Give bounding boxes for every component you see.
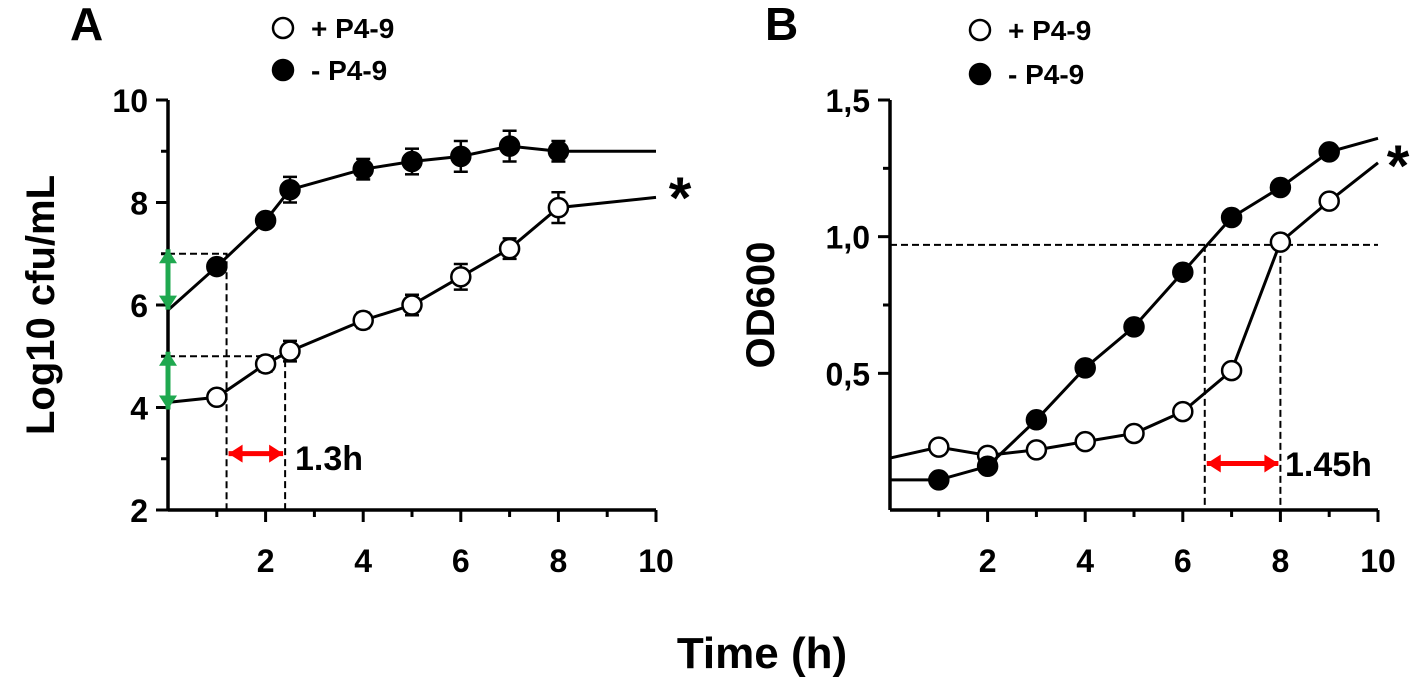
y-tick-label: 1,0	[826, 220, 870, 256]
data-point-open	[1074, 430, 1096, 453]
y-tick-label: 6	[130, 288, 148, 324]
red-double-arrow	[1206, 454, 1279, 473]
x-tick-label: 8	[1272, 543, 1290, 579]
green-double-arrow-head	[159, 351, 177, 366]
legend-marker-open	[271, 16, 295, 40]
data-point-filled	[206, 255, 228, 278]
data-point-open	[1172, 400, 1194, 423]
data-point-filled	[1220, 206, 1243, 229]
legend-label: + P4-9	[1008, 15, 1091, 46]
red-double-arrow-head	[228, 444, 243, 463]
panel-b-chart: B OD600 0,5 1,0 1,5 2 4 6 8 10 1.45h * + P4-9 - P4-9	[739, 0, 1410, 579]
data-point-filled	[1123, 316, 1145, 338]
dashed-guide-line	[168, 252, 228, 510]
doubling-time-label: 1.45h	[1285, 446, 1372, 484]
y-tick-label: 1,5	[826, 83, 870, 119]
x-tick-label: 2	[257, 543, 275, 579]
series-line	[889, 161, 1379, 460]
x-axis-title: Time (h)	[677, 629, 847, 678]
data-point-filled	[1074, 357, 1096, 379]
data-point-open	[1269, 231, 1292, 253]
doubling-time-label: 1.3h	[295, 440, 363, 478]
data-point-filled	[352, 158, 374, 180]
red-double-arrow	[228, 444, 284, 463]
data-point-filled	[1025, 409, 1048, 431]
series-line	[167, 195, 657, 404]
x-tick-label: 4	[1076, 543, 1094, 579]
x-tick-label: 10	[1360, 543, 1396, 579]
data-point-open	[547, 196, 570, 219]
data-point-open	[401, 294, 423, 316]
x-tick-label: 10	[638, 543, 674, 579]
legend-marker-open	[968, 18, 992, 42]
legend-marker-filled	[968, 62, 992, 86]
x-tick-label: 6	[1174, 543, 1192, 579]
data-point-filled	[1269, 176, 1292, 199]
x-tick-label: 4	[354, 543, 372, 579]
dashed-guide-line	[168, 355, 287, 510]
data-point-open	[206, 386, 228, 408]
y-tick-label: 0,5	[826, 356, 870, 392]
y-tick-label: 10	[112, 83, 148, 119]
data-point-open	[928, 436, 950, 458]
panel-letter: A	[70, 0, 103, 50]
panel-a-chart: A Log10 cfu/mL 2 4 6 8 10 2 4 6 8 10 1.3h * + P4-9 - P4…	[19, 0, 692, 579]
data-point-filled	[279, 178, 301, 201]
legend: + P4-9 - P4-9	[968, 15, 1091, 90]
x-tick-label: 2	[979, 543, 997, 579]
x-tick-label: 6	[452, 543, 470, 579]
panel-letter: B	[765, 0, 798, 50]
data-point-filled	[498, 135, 521, 157]
data-point-filled	[450, 145, 472, 168]
data-point-filled	[401, 150, 423, 173]
significance-star: *	[1387, 134, 1410, 199]
data-point-filled	[928, 469, 950, 491]
data-point-filled	[1172, 261, 1194, 283]
data-point-open	[352, 309, 374, 332]
y-tick-label: 4	[130, 391, 148, 427]
legend-label: + P4-9	[311, 13, 394, 44]
y-axis-title: OD600	[739, 242, 783, 369]
legend-marker-filled	[271, 58, 295, 82]
legend-label: - P4-9	[1008, 59, 1084, 90]
data-point-open	[1318, 190, 1340, 212]
data-point-open	[279, 340, 301, 362]
data-point-open	[1220, 359, 1243, 382]
green-double-arrow-head	[159, 295, 177, 310]
legend-label: - P4-9	[311, 55, 387, 86]
green-double-arrow	[159, 249, 177, 310]
x-tick-label: 8	[550, 543, 568, 579]
data-point-open	[450, 266, 472, 288]
significance-star: *	[669, 166, 692, 231]
legend: + P4-9 - P4-9	[271, 13, 394, 86]
green-double-arrow	[159, 351, 177, 410]
data-point-filled	[254, 209, 277, 232]
series-line	[167, 144, 656, 312]
green-double-arrow-head	[159, 249, 177, 264]
y-tick-label: 2	[130, 493, 148, 529]
data-point-filled	[1318, 141, 1340, 163]
red-double-arrow-head	[269, 444, 284, 463]
data-point-open	[254, 353, 277, 375]
data-point-open	[1123, 422, 1145, 445]
data-point-filled	[547, 140, 570, 162]
red-double-arrow-head	[1206, 454, 1221, 473]
y-axis-title: Log10 cfu/mL	[19, 175, 63, 435]
green-double-arrow-head	[159, 395, 177, 410]
data-point-filled	[976, 455, 999, 478]
red-double-arrow-head	[1264, 454, 1279, 473]
data-point-open	[498, 237, 521, 260]
y-tick-label: 8	[130, 186, 148, 222]
data-point-open	[1025, 439, 1048, 461]
